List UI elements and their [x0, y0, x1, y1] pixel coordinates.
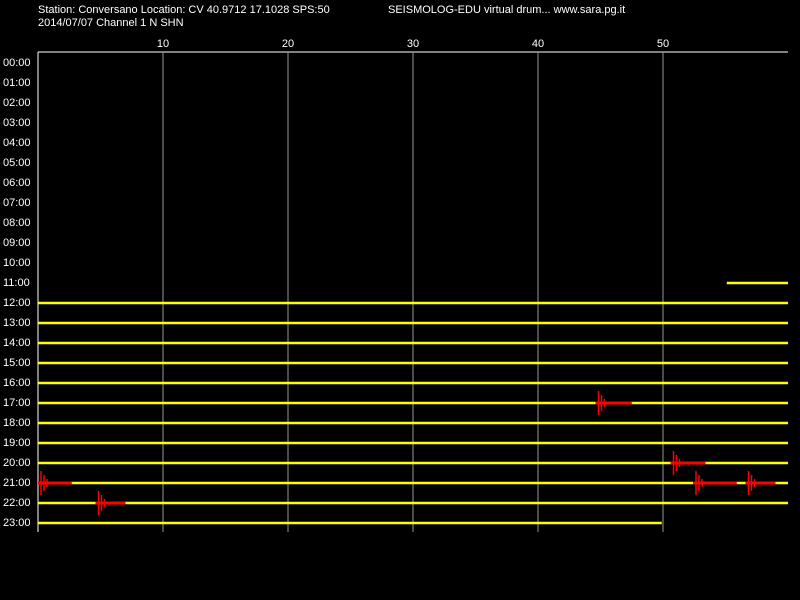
x-tick-label: 40 — [532, 38, 544, 50]
row-label: 19:00 — [3, 437, 31, 449]
event — [745, 471, 776, 495]
row-label: 05:00 — [3, 157, 31, 169]
row-label: 10:00 — [3, 257, 31, 269]
row-label: 06:00 — [3, 177, 31, 189]
x-tick-label: 20 — [282, 38, 294, 50]
event — [95, 491, 126, 515]
row-label: 02:00 — [3, 97, 31, 109]
row-label: 08:00 — [3, 217, 31, 229]
row-label: 22:00 — [3, 497, 31, 509]
event — [595, 391, 632, 415]
x-tick-label: 30 — [407, 38, 419, 50]
row-label: 16:00 — [3, 377, 31, 389]
row-label: 15:00 — [3, 357, 31, 369]
x-tick-label: 10 — [157, 38, 169, 50]
event — [693, 471, 737, 495]
program-info: SEISMOLOG-EDU virtual drum... www.sara.p… — [388, 4, 625, 16]
row-label: 20:00 — [3, 457, 31, 469]
event — [670, 451, 706, 475]
row-label: 21:00 — [3, 477, 31, 489]
row-label: 13:00 — [3, 317, 31, 329]
row-label: 14:00 — [3, 337, 31, 349]
row-label: 01:00 — [3, 77, 31, 89]
row-label: 11:00 — [3, 277, 30, 289]
row-label: 12:00 — [3, 297, 31, 309]
channel-info: 2014/07/07 Channel 1 N SHN — [38, 17, 184, 29]
row-label: 18:00 — [3, 417, 31, 429]
event — [38, 471, 72, 495]
row-label: 09:00 — [3, 237, 31, 249]
row-label: 04:00 — [3, 137, 31, 149]
row-label: 03:00 — [3, 117, 31, 129]
row-label: 23:00 — [3, 517, 31, 529]
row-label: 07:00 — [3, 197, 31, 209]
station-info: Station: Conversano Location: CV 40.9712… — [38, 4, 330, 16]
row-label: 00:00 — [3, 57, 31, 69]
row-label: 17:00 — [3, 397, 31, 409]
x-tick-label: 50 — [657, 38, 669, 50]
